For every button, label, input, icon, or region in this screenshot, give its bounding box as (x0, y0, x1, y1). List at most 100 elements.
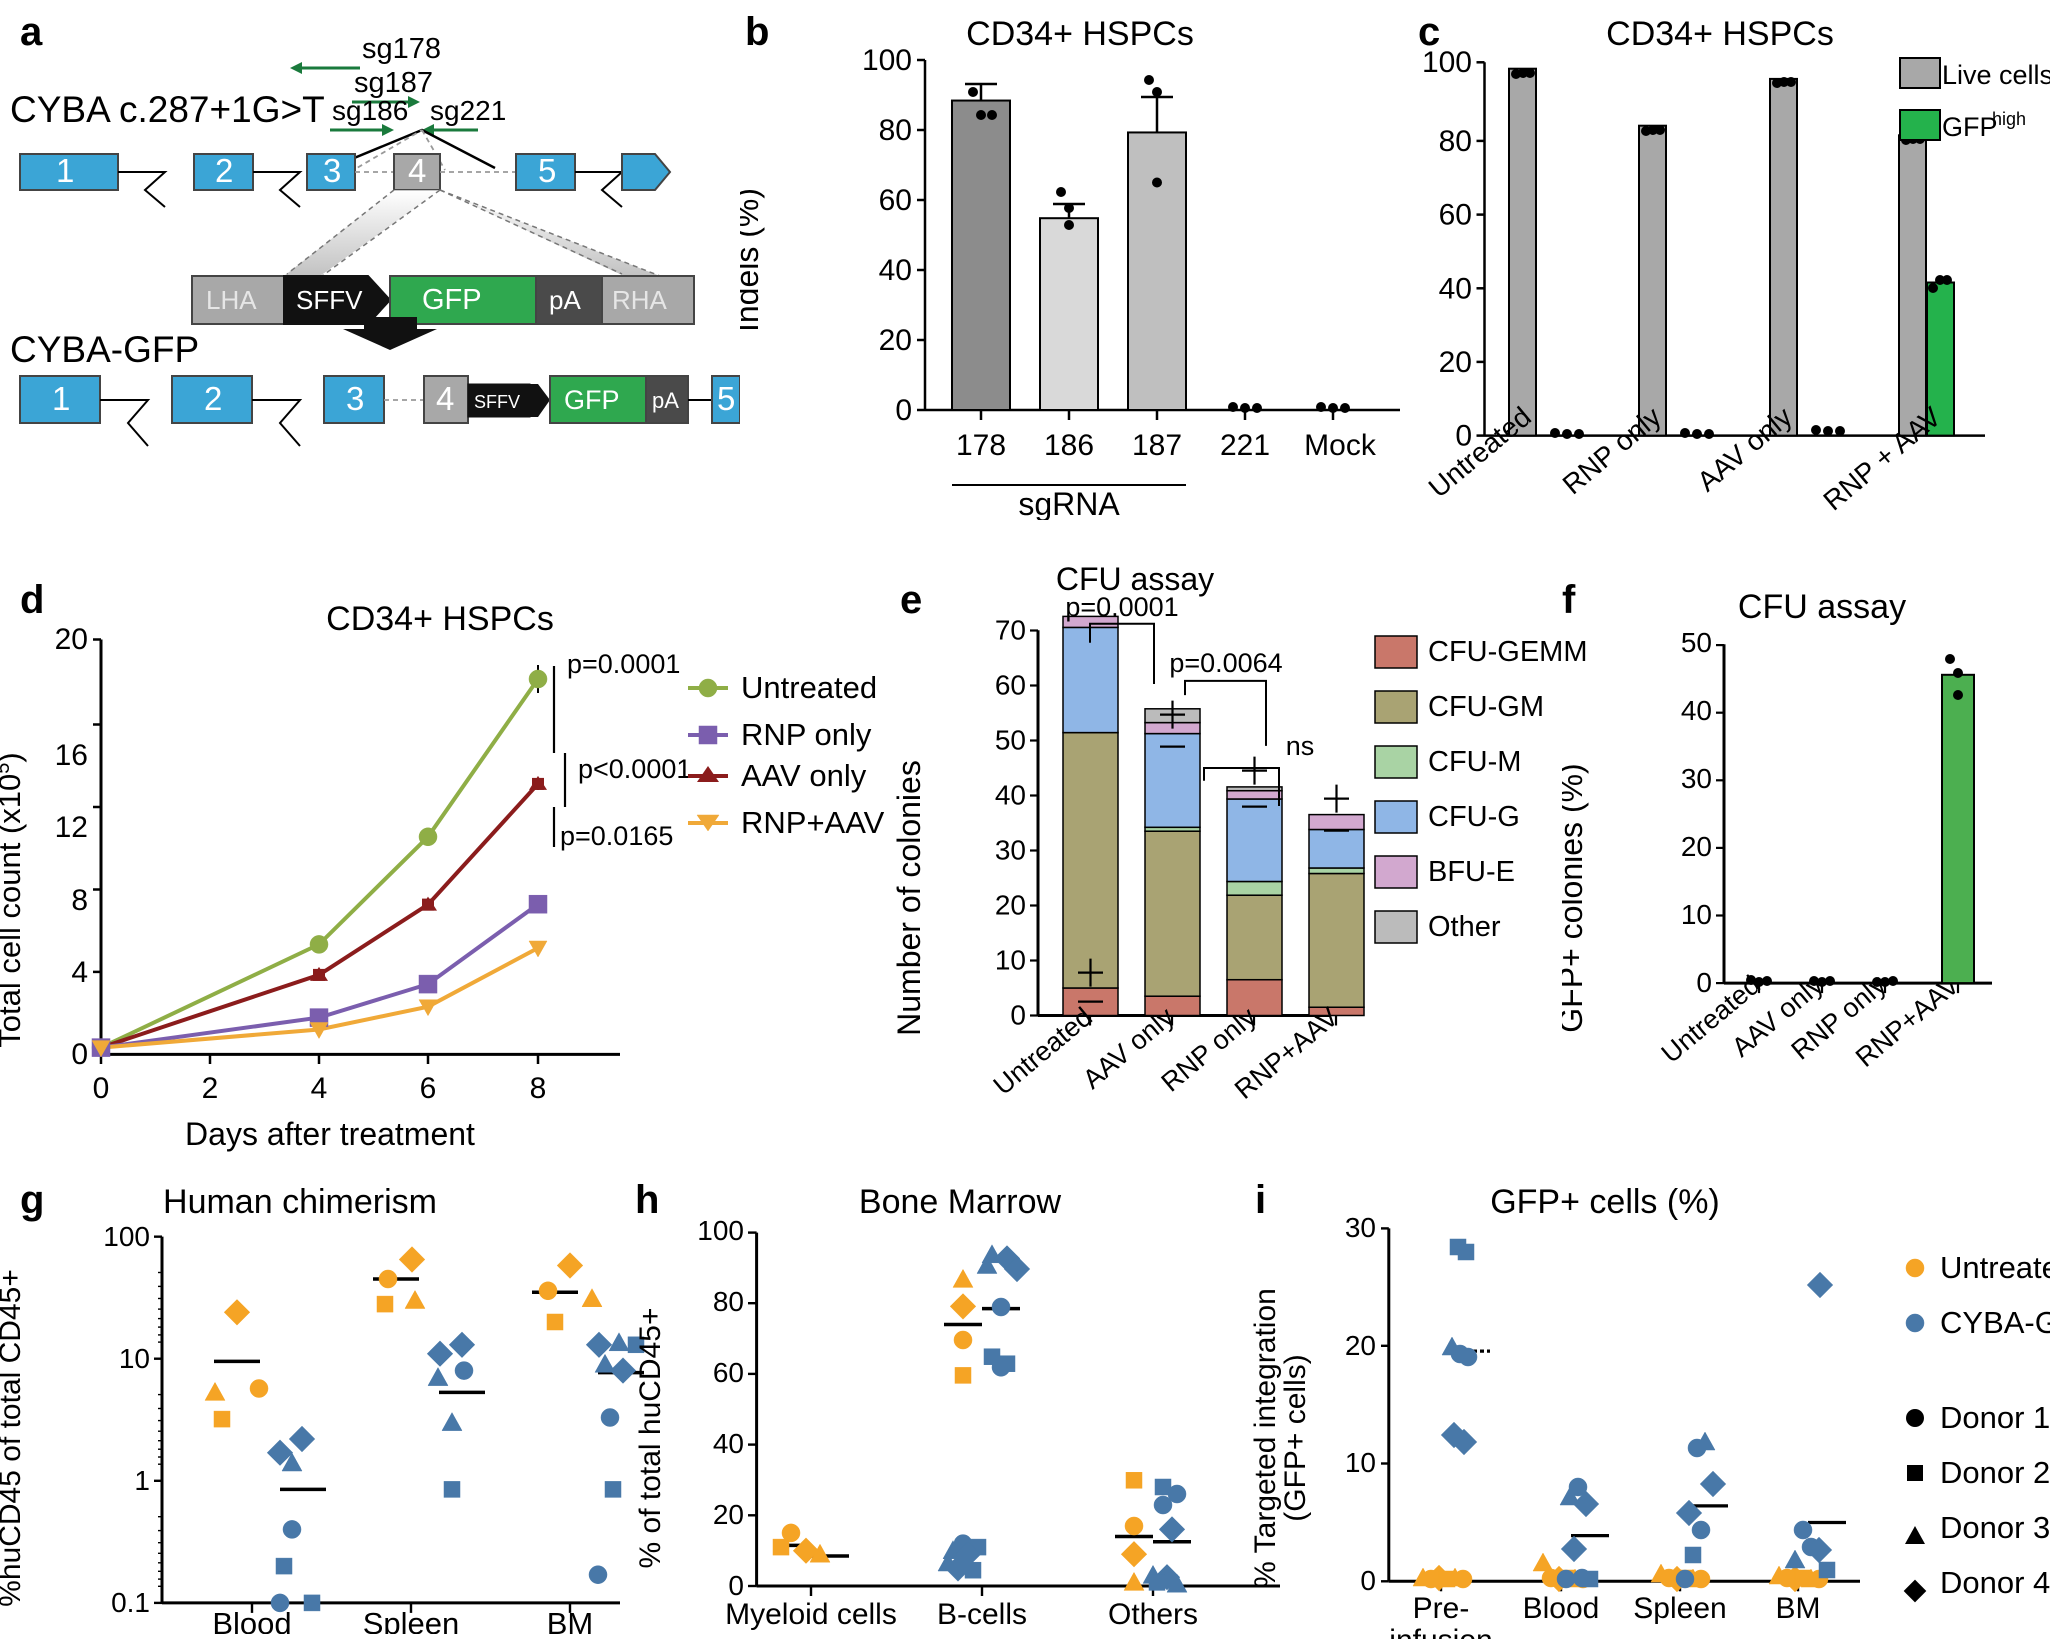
svg-text:(GFP+ cells): (GFP+ cells) (1279, 1354, 1312, 1522)
svg-text:10: 10 (1345, 1447, 1376, 1478)
svg-text:CFU-M: CFU-M (1428, 746, 1521, 778)
svg-text:Other: Other (1428, 911, 1501, 943)
svg-text:SFFV: SFFV (474, 392, 520, 412)
svg-text:CYBA c.287+1G>T: CYBA c.287+1G>T (10, 89, 325, 130)
svg-text:16: 16 (55, 739, 88, 772)
svg-text:40: 40 (713, 1428, 744, 1459)
svg-text:80: 80 (713, 1286, 744, 1317)
svg-text:0: 0 (1696, 967, 1712, 998)
svg-text:8: 8 (71, 884, 88, 917)
svg-text:50: 50 (995, 725, 1026, 756)
svg-text:infusion: infusion (1389, 1624, 1492, 1639)
svg-text:% of total huCD45+: % of total huCD45+ (634, 1308, 667, 1569)
svg-text:187: 187 (1132, 429, 1182, 462)
svg-text:CFU-GM: CFU-GM (1428, 691, 1544, 723)
svg-text:Untreated: Untreated (1940, 1250, 2050, 1285)
svg-text:20: 20 (879, 324, 912, 357)
svg-text:80: 80 (1439, 125, 1472, 158)
svg-text:Untreated: Untreated (741, 670, 877, 705)
svg-text:BM: BM (1776, 1592, 1821, 1625)
svg-text:0: 0 (93, 1072, 110, 1105)
svg-text:30: 30 (1345, 1212, 1376, 1243)
svg-text:Blood: Blood (1523, 1592, 1600, 1625)
svg-text:1: 1 (134, 1465, 150, 1496)
svg-text:12: 12 (55, 811, 88, 844)
svg-text:20: 20 (1681, 831, 1712, 862)
svg-text:100: 100 (862, 44, 912, 77)
svg-text:221: 221 (1220, 429, 1270, 462)
svg-text:p=0.0001: p=0.0001 (1065, 592, 1178, 622)
svg-text:CFU-G: CFU-G (1428, 801, 1520, 833)
svg-text:0: 0 (1360, 1565, 1376, 1596)
svg-text:p=0.0064: p=0.0064 (1169, 648, 1282, 678)
svg-text:0: 0 (728, 1570, 744, 1601)
svg-text:2: 2 (215, 152, 233, 189)
svg-text:ns: ns (1286, 731, 1315, 761)
svg-text:178: 178 (956, 429, 1006, 462)
svg-text:Days after treatment: Days after treatment (185, 1116, 475, 1152)
svg-text:4: 4 (436, 380, 454, 417)
svg-text:4: 4 (408, 152, 426, 189)
svg-text:1: 1 (52, 380, 70, 417)
svg-text:4: 4 (311, 1072, 328, 1105)
svg-text:Others: Others (1108, 1598, 1198, 1631)
svg-text:Live cells: Live cells (1942, 60, 2050, 90)
svg-text:100: 100 (1422, 46, 1472, 79)
svg-text:6: 6 (420, 1072, 437, 1105)
svg-text:Myeloid cells: Myeloid cells (725, 1598, 897, 1631)
svg-text:0: 0 (71, 1038, 88, 1071)
svg-text:40: 40 (879, 254, 912, 287)
svg-text:2: 2 (204, 380, 222, 417)
svg-text:Mock: Mock (1304, 429, 1377, 462)
svg-text:% Targeted integration: % Targeted integration (1249, 1288, 1282, 1588)
svg-text:AAV only: AAV only (1691, 401, 1798, 497)
svg-text:sgRNA: sgRNA (1018, 486, 1120, 520)
svg-text:10: 10 (1681, 899, 1712, 930)
svg-text:60: 60 (995, 670, 1026, 701)
svg-text:60: 60 (1439, 199, 1472, 232)
svg-text:RNP+AAV: RNP+AAV (741, 805, 885, 840)
svg-text:0.1: 0.1 (111, 1587, 150, 1618)
svg-text:CD34+ HSPCs: CD34+ HSPCs (1606, 15, 1834, 53)
svg-text:3: 3 (346, 380, 364, 417)
svg-text:GFP: GFP (422, 284, 482, 316)
svg-text:LHA: LHA (206, 285, 257, 315)
svg-text:pA: pA (549, 285, 581, 315)
svg-text:RNP only: RNP only (1557, 401, 1667, 500)
svg-text:%huCD45 of total CD45+: %huCD45 of total CD45+ (0, 1269, 27, 1607)
svg-text:5: 5 (538, 152, 556, 189)
svg-text:Donor 2: Donor 2 (1940, 1455, 2050, 1490)
svg-text:10: 10 (995, 945, 1026, 976)
svg-text:0: 0 (895, 394, 912, 427)
svg-text:GFP+ colonies (%): GFP+ colonies (%) (1562, 763, 1589, 1032)
svg-text:100: 100 (103, 1221, 150, 1252)
svg-text:5: 5 (717, 380, 735, 417)
svg-text:BFU-E: BFU-E (1428, 856, 1515, 888)
svg-text:GFP: GFP (1942, 112, 1998, 142)
svg-text:BM: BM (547, 1606, 594, 1634)
svg-text:3: 3 (323, 152, 341, 189)
svg-text:Donor 3: Donor 3 (1940, 1510, 2050, 1545)
svg-text:Spleen: Spleen (363, 1606, 460, 1634)
svg-text:pA: pA (652, 388, 679, 413)
svg-text:60: 60 (879, 184, 912, 217)
svg-text:CYBA-GFP: CYBA-GFP (1940, 1305, 2050, 1340)
svg-text:20: 20 (1439, 346, 1472, 379)
svg-text:1: 1 (56, 152, 74, 189)
svg-text:Donor 4: Donor 4 (1940, 1565, 2050, 1600)
svg-text:20: 20 (1345, 1330, 1376, 1361)
svg-text:p<0.0001: p<0.0001 (578, 754, 691, 784)
svg-text:RNP only: RNP only (741, 717, 872, 752)
svg-text:CD34+ HSPCs: CD34+ HSPCs (326, 600, 554, 638)
svg-text:8: 8 (530, 1072, 547, 1105)
svg-text:Spleen: Spleen (1633, 1592, 1726, 1625)
svg-text:20: 20 (995, 890, 1026, 921)
svg-text:AAV only: AAV only (741, 758, 867, 793)
svg-text:CFU assay: CFU assay (1738, 588, 1906, 626)
svg-text:60: 60 (713, 1357, 744, 1388)
svg-text:40: 40 (1439, 272, 1472, 305)
svg-text:70: 70 (995, 615, 1026, 646)
svg-text:GFP+ cells (%): GFP+ cells (%) (1490, 1183, 1720, 1221)
svg-text:Number of colonies: Number of colonies (891, 760, 927, 1036)
svg-text:Indels (%): Indels (%) (740, 188, 765, 332)
